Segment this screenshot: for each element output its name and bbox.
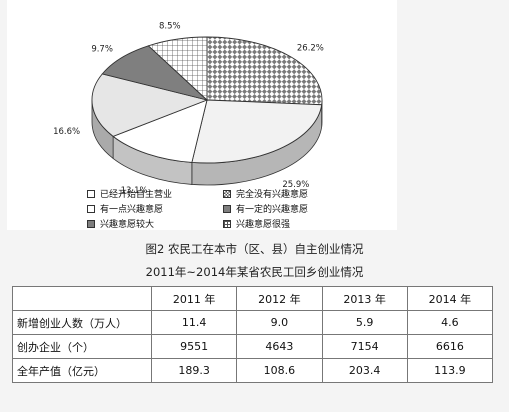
legend-swatch — [87, 189, 95, 198]
table-cell: 108.6 — [236, 358, 323, 383]
table-row: 全年产值（亿元） 189.3 108.6 203.4 113.9 — [12, 358, 494, 383]
figure-caption: 图2 农民工在本市（区、县）自主创业情况 — [145, 242, 364, 256]
table-caption: 2011年~2014年某省农民工回乡创业情况 — [145, 265, 364, 279]
row-label: 创办企业（个） — [12, 334, 152, 359]
legend-label: 有一定的兴趣意愿 — [236, 205, 309, 215]
pie-slice-label: 13.1% — [121, 186, 148, 196]
legend-swatch — [87, 219, 95, 228]
table-row: 新增创业人数（万人） 11.4 9.0 5.9 4.6 — [12, 310, 494, 335]
table-row: 创办企业（个） 9551 4643 7154 6616 — [12, 334, 494, 359]
legend-item: 完全没有兴趣意愿 — [223, 187, 353, 200]
table-header-cell: 2012 年 — [236, 286, 323, 311]
legend-item: 有一点兴趣意愿 — [87, 202, 223, 215]
table-cell: 4.6 — [406, 310, 494, 335]
legend-swatch — [223, 219, 231, 228]
table-cell: 11.4 — [150, 310, 238, 335]
table-header-cell: 2013 年 — [321, 286, 408, 311]
pie-slice-label: 16.6% — [53, 127, 80, 137]
table-cell: 7154 — [321, 334, 408, 359]
pie-slices — [91, 36, 323, 164]
table-cell: 9551 — [150, 334, 238, 359]
pie-slice — [112, 99, 208, 163]
legend-label: 有一点兴趣意愿 — [100, 205, 164, 215]
row-label: 全年产值（亿元） — [12, 358, 152, 383]
table-cell: 189.3 — [150, 358, 238, 383]
pie-slice — [206, 36, 323, 106]
pie-slice — [191, 99, 323, 164]
pie-chart-panel: 26.2% 25.9% 13.1% 16.6% 9.7% 8.5% 已经开始自主营业 完全没… — [7, 0, 397, 230]
legend-swatch — [223, 204, 231, 213]
pie-slice-label: 25.9% — [282, 180, 309, 190]
table-cell: 113.9 — [406, 358, 494, 383]
table-header-cell: 2014 年 — [406, 286, 494, 311]
table-cell: 4643 — [236, 334, 323, 359]
pie-slice-label: 8.5% — [159, 22, 181, 32]
table-header-cell: 2011 年 — [150, 286, 238, 311]
pie-slice-labels: 26.2% 25.9% 13.1% 16.6% 9.7% 8.5% — [53, 22, 324, 196]
pie-slice-label: 9.7% — [91, 45, 113, 55]
pie-slice — [147, 36, 208, 102]
data-table: 2011 年 2012 年 2013 年 2014 年 新增创业人数（万人） 1… — [12, 286, 494, 383]
legend-item: 兴趣意愿较大 — [87, 217, 223, 230]
row-label: 新增创业人数（万人） — [12, 310, 152, 335]
legend-item: 有一定的兴趣意愿 — [223, 202, 353, 215]
pie-slice-label: 26.2% — [297, 44, 324, 54]
table-cell: 5.9 — [321, 310, 408, 335]
table-header-cell — [12, 286, 152, 311]
legend-swatch — [87, 204, 95, 213]
table-cell: 9.0 — [236, 310, 323, 335]
table-cell: 203.4 — [321, 358, 408, 383]
legend-label: 兴趣意愿很强 — [236, 220, 291, 230]
legend: 已经开始自主营业 完全没有兴趣意愿有一点兴趣意愿 有一定的兴趣意愿兴趣意愿较大 兴趣意… — [87, 187, 347, 230]
pie-slice — [91, 73, 209, 137]
table-cell: 6616 — [406, 334, 494, 359]
legend-label: 兴趣意愿较大 — [100, 220, 155, 230]
pie-chart: 26.2% 25.9% 13.1% 16.6% 9.7% 8.5% — [53, 22, 324, 196]
legend-item: 已经开始自主营业 — [87, 187, 223, 200]
legend-label: 已经开始自主营业 — [100, 190, 173, 200]
legend-swatch — [223, 189, 231, 198]
legend-item: 兴趣意愿很强 — [223, 217, 353, 230]
table-header-row: 2011 年 2012 年 2013 年 2014 年 — [12, 286, 494, 311]
legend-label: 完全没有兴趣意愿 — [236, 190, 309, 200]
